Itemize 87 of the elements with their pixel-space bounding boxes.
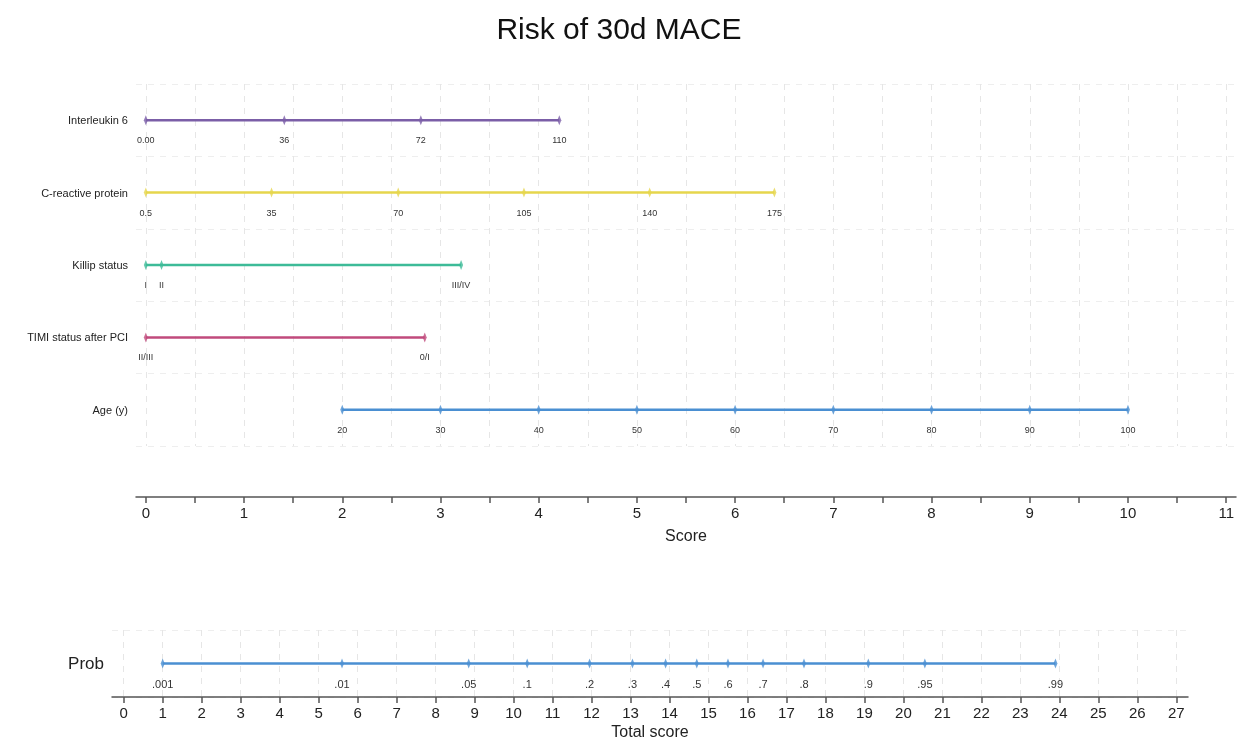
annotation: 72 — [415, 135, 426, 146]
x-tick-label: 10 — [1119, 504, 1137, 521]
x-tick-label: 3 — [236, 704, 245, 721]
y-tick-label: Prob — [68, 654, 104, 673]
annotation: 35 — [266, 207, 277, 218]
x-tick-label: 8 — [431, 704, 440, 721]
annotation: .05 — [461, 677, 477, 690]
x-tick-label: 13 — [622, 704, 639, 721]
x-tick-label: 10 — [505, 704, 522, 721]
x-tick-label: 17 — [778, 704, 795, 721]
x-tick-label: 8 — [927, 504, 936, 521]
x-axis-title: Total score — [611, 722, 689, 740]
annotation: III/IV — [451, 280, 471, 290]
y-tick-label: Killip status — [72, 259, 129, 271]
x-tick-label: 18 — [817, 704, 834, 721]
x-axis-title: Score — [665, 526, 707, 544]
annotation: 60 — [730, 424, 741, 435]
annotation: 20 — [337, 424, 348, 435]
annotation: 40 — [533, 424, 544, 435]
chart-title: Risk of 30d MACE — [496, 11, 742, 45]
x-tick-label: 9 — [1025, 504, 1034, 521]
x-tick-label: 2 — [197, 704, 206, 721]
annotation: 30 — [435, 424, 446, 435]
annotation: I — [144, 280, 148, 290]
x-tick-label: 0 — [141, 504, 150, 521]
x-tick-label: 6 — [730, 504, 740, 521]
annotation: .1 — [522, 677, 532, 690]
x-tick-label: 7 — [392, 704, 401, 721]
x-tick-label: 3 — [436, 504, 445, 521]
annotation: .6 — [723, 677, 733, 690]
annotation: .4 — [661, 677, 671, 690]
x-tick-label: 24 — [1051, 704, 1068, 721]
y-tick-label: Interleukin 6 — [68, 114, 128, 127]
x-tick-label: 22 — [973, 704, 990, 721]
annotation: .99 — [1047, 677, 1064, 690]
x-tick-label: 4 — [534, 504, 543, 521]
annotation: 0.00 — [137, 135, 155, 146]
annotation: 90 — [1024, 424, 1035, 435]
x-tick-label: 1 — [158, 704, 167, 721]
x-tick-label: 11 — [544, 704, 561, 721]
x-tick-label: 16 — [739, 704, 756, 721]
annotation: 105 — [516, 207, 532, 218]
x-tick-label: 15 — [700, 704, 717, 721]
annotation: 36 — [279, 135, 290, 146]
x-tick-label: 23 — [1012, 704, 1029, 721]
x-tick-label: 26 — [1128, 704, 1146, 721]
annotation: .2 — [584, 677, 595, 690]
annotation: 70 — [828, 424, 839, 435]
annotation: .7 — [758, 677, 768, 690]
annotation: II/III — [138, 352, 154, 363]
annotation: .8 — [799, 677, 809, 690]
x-tick-label: 21 — [934, 704, 951, 721]
annotation: 50 — [631, 424, 642, 435]
annotation: 70 — [393, 207, 404, 218]
annotation: .95 — [917, 677, 933, 690]
annotation: .9 — [863, 677, 873, 690]
annotation: .5 — [692, 677, 702, 690]
annotation: 0.5 — [139, 207, 153, 218]
x-tick-label: 25 — [1089, 704, 1107, 721]
annotation: II — [159, 280, 165, 290]
x-tick-label: 20 — [895, 704, 912, 721]
annotation: .001 — [151, 677, 174, 690]
x-tick-label: 7 — [829, 504, 838, 521]
annotation: 0/I — [419, 352, 430, 363]
annotation: 80 — [926, 424, 937, 435]
y-tick-label: Age (y) — [92, 403, 128, 416]
y-tick-label: C-reactive protein — [41, 186, 128, 199]
x-tick-label: 5 — [632, 504, 642, 521]
x-tick-label: 14 — [661, 704, 678, 721]
x-tick-label: 0 — [119, 704, 128, 721]
annotation: 175 — [766, 207, 782, 218]
x-tick-label: 5 — [314, 704, 323, 721]
x-tick-label: 12 — [583, 704, 600, 721]
x-tick-label: 11 — [1218, 504, 1234, 521]
y-tick-label: TIMI status after PCI — [27, 331, 128, 344]
annotation: 140 — [642, 207, 658, 218]
annotation: 110 — [552, 135, 567, 146]
x-tick-label: 27 — [1167, 704, 1185, 721]
annotation: .01 — [334, 677, 350, 690]
x-tick-label: 6 — [353, 704, 362, 721]
x-tick-label: 2 — [338, 504, 347, 521]
x-tick-label: 4 — [275, 704, 284, 721]
x-tick-label: 19 — [856, 704, 873, 721]
annotation: .3 — [627, 677, 638, 690]
annotation: 100 — [1120, 424, 1136, 435]
x-tick-label: 9 — [470, 704, 479, 721]
x-tick-label: 1 — [239, 504, 249, 521]
